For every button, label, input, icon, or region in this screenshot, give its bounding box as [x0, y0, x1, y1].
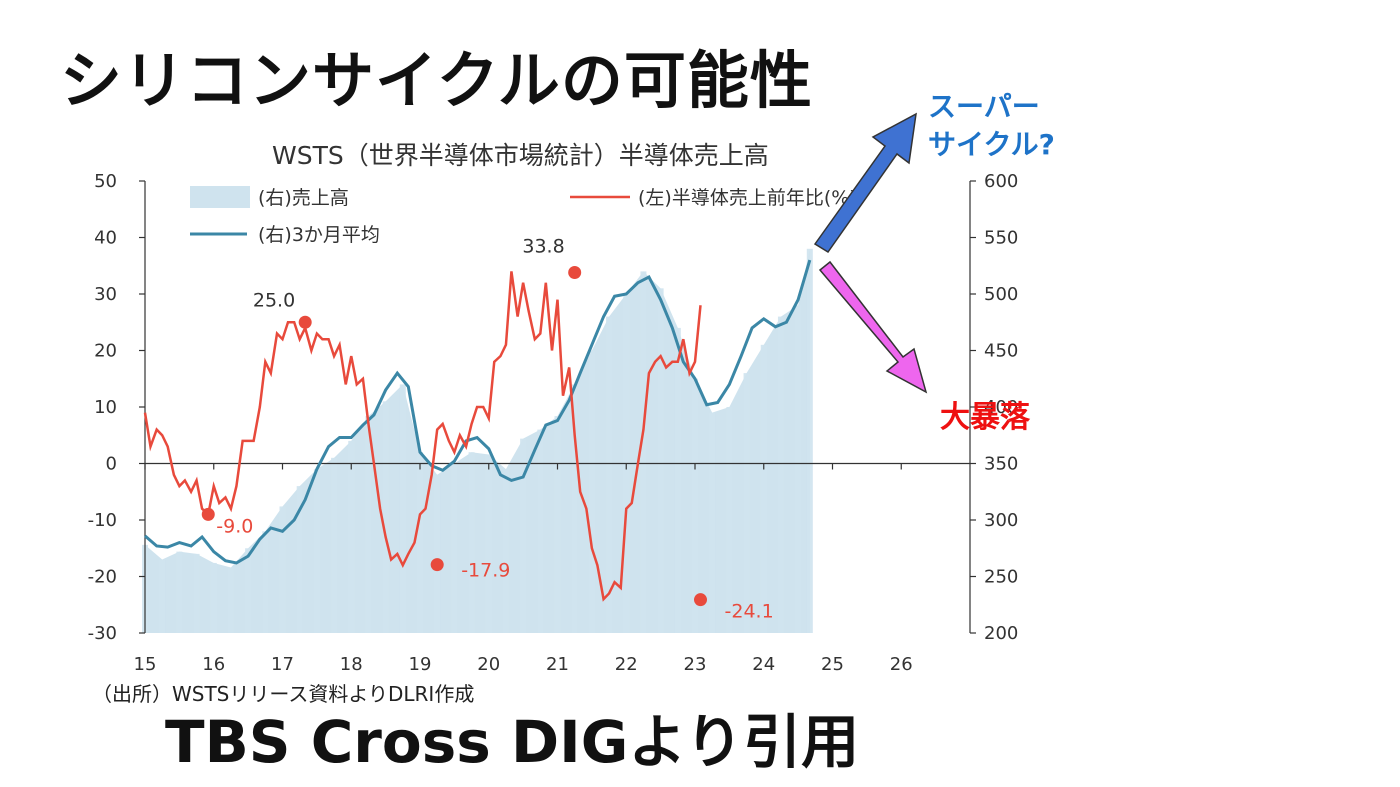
left-tick-label: 40 — [94, 228, 117, 249]
sales-bar — [640, 271, 647, 633]
sales-bar — [743, 373, 750, 633]
right-tick-label: 400 — [984, 397, 1018, 418]
sales-bar — [468, 452, 475, 633]
extreme-point-marker — [694, 593, 707, 607]
chart-image: WSTS（世界半導体市場統計）半導体売上高 50 40 30 20 10 0 -10 -20 -… — [62, 126, 1052, 711]
legend-label-avg: (右)3か月平均 — [258, 224, 380, 246]
x-tick-label: 25 — [821, 654, 844, 675]
sales-bar — [227, 567, 234, 633]
left-tick-label: 0 — [106, 454, 117, 475]
x-tick-label: 20 — [477, 654, 500, 675]
left-tick-label: -30 — [88, 623, 117, 644]
extreme-point-marker — [430, 558, 444, 572]
sales-bar — [674, 327, 681, 633]
x-tick-label: 24 — [752, 654, 775, 675]
sales-bar — [159, 559, 166, 633]
legend-label-sales: (右)売上高 — [258, 187, 349, 209]
x-tick-label: 19 — [409, 654, 432, 675]
sales-bar — [520, 438, 527, 633]
sales-bar — [571, 384, 578, 633]
legend-label-yoy: (左)半導体売上前年比(%) — [638, 187, 857, 209]
sales-bar — [348, 440, 355, 633]
sales-bar — [399, 384, 406, 633]
left-tick-label: -10 — [88, 510, 117, 531]
source-note: （出所）WSTSリリース資料よりDLRI作成 — [92, 682, 475, 706]
sales-bar — [193, 553, 200, 633]
sales-bar — [434, 474, 441, 633]
x-tick-label: 18 — [340, 654, 363, 675]
page-title: シリコンサイクルの可能性 — [60, 44, 813, 117]
point-label: 33.8 — [522, 236, 564, 258]
sales-bar — [806, 248, 813, 634]
extreme-point-marker — [298, 315, 312, 329]
sales-bar — [692, 378, 698, 633]
x-tick-label: 21 — [546, 654, 569, 675]
avg-line — [144, 259, 812, 565]
extreme-point-marker — [201, 507, 215, 521]
credit-text: TBS Cross DIGより引用 — [165, 708, 860, 776]
point-label: -24.1 — [725, 601, 774, 623]
annotation-crash: 大暴落 — [940, 400, 1030, 435]
x-tick-label: 15 — [134, 654, 157, 675]
sales-bar — [795, 305, 802, 633]
sales-bar — [279, 506, 286, 633]
x-tick-label: 22 — [615, 654, 638, 675]
point-label: 25.0 — [253, 289, 295, 311]
sales-bar — [709, 412, 716, 633]
sales-bar — [777, 316, 784, 633]
x-tick-label: 23 — [684, 654, 707, 675]
sales-bar — [502, 469, 509, 633]
yoy-line — [143, 271, 702, 602]
x-tick-label: 26 — [890, 654, 913, 675]
sales-bar — [554, 416, 561, 633]
sales-bar — [210, 562, 217, 633]
sales-bar — [760, 344, 767, 633]
left-tick-label: 20 — [94, 341, 117, 362]
right-tick-label: 250 — [984, 567, 1018, 588]
x-tick-label: 16 — [202, 654, 225, 675]
left-tick-label: 30 — [94, 284, 117, 305]
sales-bar — [176, 551, 183, 633]
left-tick-label: 10 — [94, 397, 117, 418]
right-tick-label: 450 — [984, 341, 1018, 362]
sales-bar — [657, 288, 664, 633]
sales-bar — [262, 531, 269, 633]
point-label: -9.0 — [216, 515, 253, 537]
right-tick-label: 350 — [984, 454, 1018, 475]
sales-bar — [331, 457, 338, 633]
sales-bar — [382, 401, 389, 633]
chart-plot: 50 40 30 20 10 0 -10 -20 -30 600 550 500 450 400 350 30… — [88, 171, 1019, 675]
sales-bar — [485, 454, 492, 633]
right-tick-label: 600 — [984, 171, 1018, 192]
point-label: -17.9 — [461, 560, 510, 582]
right-tick-label: 300 — [984, 510, 1018, 531]
sales-bar — [537, 429, 544, 633]
sales-bar — [606, 316, 613, 633]
sales-bar — [588, 350, 595, 633]
left-tick-label: 50 — [94, 171, 117, 192]
right-tick-label: 550 — [984, 228, 1018, 249]
sales-bar — [726, 407, 733, 633]
right-tick-label: 500 — [984, 284, 1018, 305]
sales-bar — [417, 452, 423, 633]
chart-title: WSTS（世界半導体市場統計）半導体売上高 — [272, 141, 769, 170]
sales-bar — [365, 416, 372, 633]
sales-bar — [451, 463, 458, 633]
sales-bar — [245, 548, 252, 633]
left-tick-label: -20 — [88, 567, 117, 588]
annotation-super-cycle: スーパー サイクル? — [928, 90, 1055, 161]
sales-bar — [313, 469, 320, 633]
sales-bar — [296, 486, 303, 633]
extreme-point-marker — [568, 266, 582, 280]
right-tick-label: 200 — [984, 623, 1018, 644]
x-tick-label: 17 — [271, 654, 294, 675]
legend-swatch-sales — [190, 186, 250, 208]
